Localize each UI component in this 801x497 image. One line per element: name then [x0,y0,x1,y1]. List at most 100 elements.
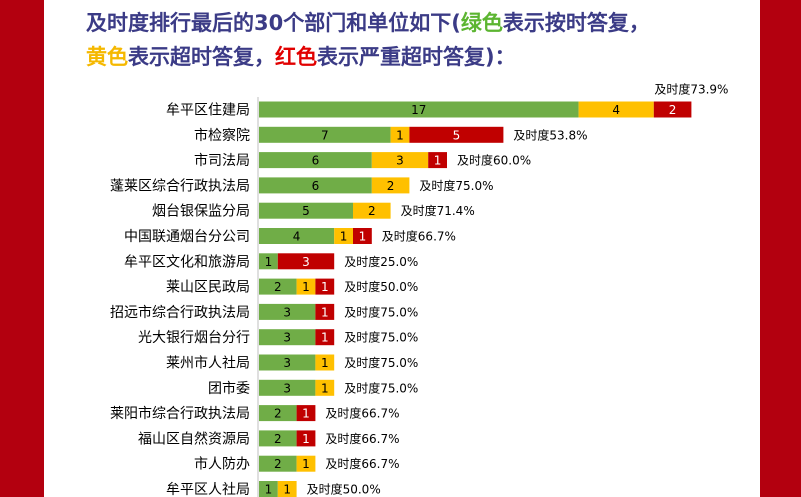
bar-value-label: 1 [302,457,310,471]
bar-value-label: 2 [669,103,677,117]
bar-value-label: 1 [321,356,329,370]
title-green-word: 绿色 [460,11,503,35]
bar-value-label: 2 [387,179,395,193]
title-yellow-word: 黄色 [86,45,128,69]
timeliness-annotation: 及时度66.7% [325,406,399,421]
bar-segment-severe [428,152,447,169]
bar-segment-overtime [315,379,335,396]
bar-value-label: 1 [359,230,367,244]
timeliness-annotation: 及时度75.0% [344,380,418,395]
bar-value-label: 1 [302,432,310,446]
right-frame-border [760,0,801,497]
timeliness-annotation: 及时度73.9% [654,82,728,97]
category-label: 莱州市人社局 [166,355,250,372]
timeliness-annotation: 及时度53.8% [513,127,587,142]
category-label: 牟平区文化和旅游局 [124,254,250,270]
category-label: 光大银行烟台分行 [138,330,250,346]
left-frame-border [0,0,44,497]
bar-value-label: 3 [283,331,291,345]
bar-value-label: 2 [368,204,376,218]
bar-segment-overtime [353,202,391,219]
bar-segment-on_time [259,303,316,320]
bar-value-label: 2 [274,432,282,446]
timeliness-annotation: 及时度50.0% [344,279,418,294]
timeliness-annotation: 及时度66.7% [325,431,399,446]
timeliness-annotation: 及时度75.0% [344,355,418,370]
timeliness-annotation: 及时度75.0% [344,330,418,345]
timeliness-annotation: 及时度66.7% [382,229,456,244]
timeliness-annotation: 及时度75.0% [344,304,418,319]
title-text-1: 及时度排行最后的30个部门和单位如下( [86,11,461,35]
timeliness-annotation: 及时度66.7% [325,456,399,471]
bar-segment-severe [315,278,335,295]
bar-value-label: 1 [396,128,404,142]
bar-value-label: 5 [302,204,310,218]
timeliness-annotation: 及时度60.0% [457,153,531,168]
bar-value-label: 1 [265,483,273,497]
category-label: 福山区自然资源局 [138,430,250,447]
category-label: 市人防办 [194,456,250,473]
bar-segment-on_time [259,253,278,270]
category-label: 牟平区住建局 [166,103,250,119]
bar-segment-on_time [259,329,316,346]
title-text-3: 表示超时答复， [128,45,275,69]
bar-segment-overtime [315,354,335,371]
category-label: 牟平区人社局 [166,482,250,497]
bar-value-label: 2 [274,457,282,471]
bar-segment-severe [296,430,316,447]
bar-segment-severe [277,253,335,270]
bar-segment-severe [353,228,372,244]
bar-value-label: 4 [293,230,301,244]
bar-segment-severe [653,101,692,118]
bar-value-label: 1 [434,154,442,168]
bar-segment-overtime [296,455,316,472]
title-text-2: 表示按时答复， [502,11,650,35]
bar-value-label: 4 [612,103,620,117]
chart-title: 及时度排行最后的30个部门和单位如下(绿色表示按时答复， 黄色表示超时答复，红色表… [86,6,746,74]
timeliness-annotation: 及时度75.0% [419,178,493,193]
category-label: 蓬莱区综合行政执法局 [110,178,250,194]
category-label: 市检察院 [194,127,250,144]
bar-value-label: 1 [302,280,310,294]
bar-segment-on_time [259,354,316,371]
category-label: 中国联通烟台分公司 [124,229,250,245]
bar-value-label: 1 [321,331,329,345]
bar-segment-on_time [259,481,278,497]
bar-value-label: 1 [340,230,348,244]
category-label: 烟台银保监分局 [152,204,250,220]
category-label: 莱阳市综合行政执法局 [110,405,250,422]
bar-segment-on_time [259,379,316,396]
bar-value-label: 17 [411,103,426,117]
bar-value-label: 1 [302,407,310,421]
bar-value-label: 3 [302,255,310,269]
bar-segment-overtime [296,278,316,295]
category-label: 招远市综合行政执法局 [110,304,250,321]
timeliness-annotation: 及时度25.0% [344,254,418,269]
bar-value-label: 2 [274,280,282,294]
bar-segment-on_time [259,101,579,118]
bar-value-label: 7 [321,128,329,142]
bar-segment-on_time [259,126,391,143]
bar-value-label: 1 [321,305,329,319]
bar-segment-on_time [259,278,297,295]
bar-segment-on_time [259,152,372,169]
bar-segment-overtime [371,152,429,169]
bar-segment-overtime [371,177,410,194]
bar-segment-severe [296,405,316,422]
bar-value-label: 5 [453,128,461,142]
bar-value-label: 3 [396,154,404,168]
bar-value-label: 6 [312,154,320,168]
bar-segment-severe [315,329,335,346]
bar-segment-on_time [259,177,372,194]
title-red-word: 红色 [275,45,317,69]
bar-value-label: 3 [283,381,291,395]
bar-segment-on_time [259,202,353,219]
bar-value-label: 1 [321,280,329,294]
bar-value-label: 3 [283,305,291,319]
bar-value-label: 1 [283,483,291,497]
title-text-4: 表示严重超时答复)： [317,45,516,69]
bar-segment-overtime [277,481,297,497]
bar-segment-overtime [390,126,410,143]
bar-segment-on_time [259,455,297,472]
